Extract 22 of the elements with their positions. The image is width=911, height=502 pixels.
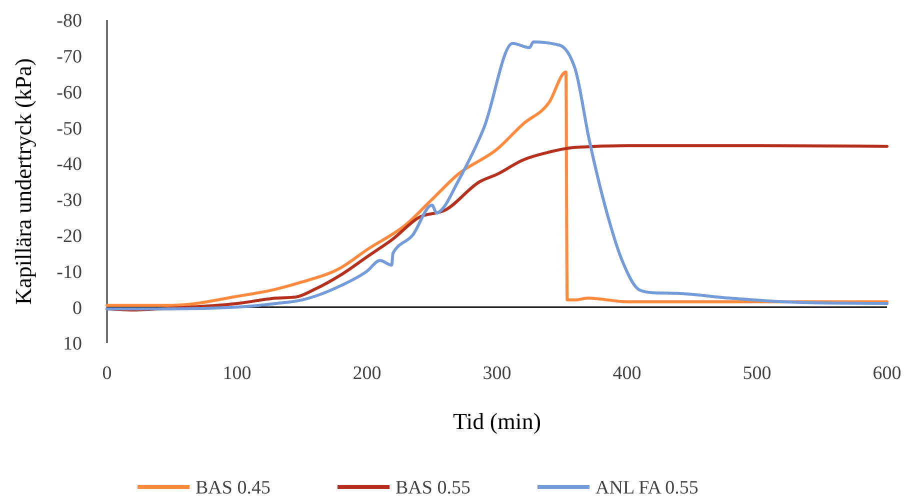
x-tick-label: 100 — [222, 363, 252, 384]
y-tick-label: 0 — [72, 298, 82, 319]
y-axis-title: Kapillära undertryck (kPa) — [11, 58, 36, 305]
legend-label: BAS 0.45 — [196, 478, 270, 499]
x-tick-label: 0 — [102, 363, 112, 384]
y-tick-label: -30 — [56, 190, 82, 212]
legend-label: ANL FA 0.55 — [596, 478, 698, 499]
x-tick-label: 500 — [742, 363, 772, 384]
x-tick-label: 200 — [352, 363, 382, 384]
y-tick-label: -50 — [56, 118, 82, 140]
y-tick-label: -20 — [56, 226, 82, 247]
x-tick-label: 400 — [612, 363, 642, 384]
y-tick-label: -10 — [56, 262, 82, 283]
y-tick-label: -60 — [56, 82, 82, 104]
x-tick-label: 600 — [872, 363, 902, 384]
y-tick-label: -70 — [56, 46, 82, 68]
x-tick-label: 300 — [482, 363, 512, 384]
legend-label: BAS 0.55 — [396, 478, 470, 499]
y-tick-label: 10 — [63, 334, 82, 355]
x-axis-title: Tid (min) — [453, 409, 541, 434]
y-tick-label: -80 — [56, 10, 82, 32]
y-tick-label: -40 — [56, 154, 82, 176]
